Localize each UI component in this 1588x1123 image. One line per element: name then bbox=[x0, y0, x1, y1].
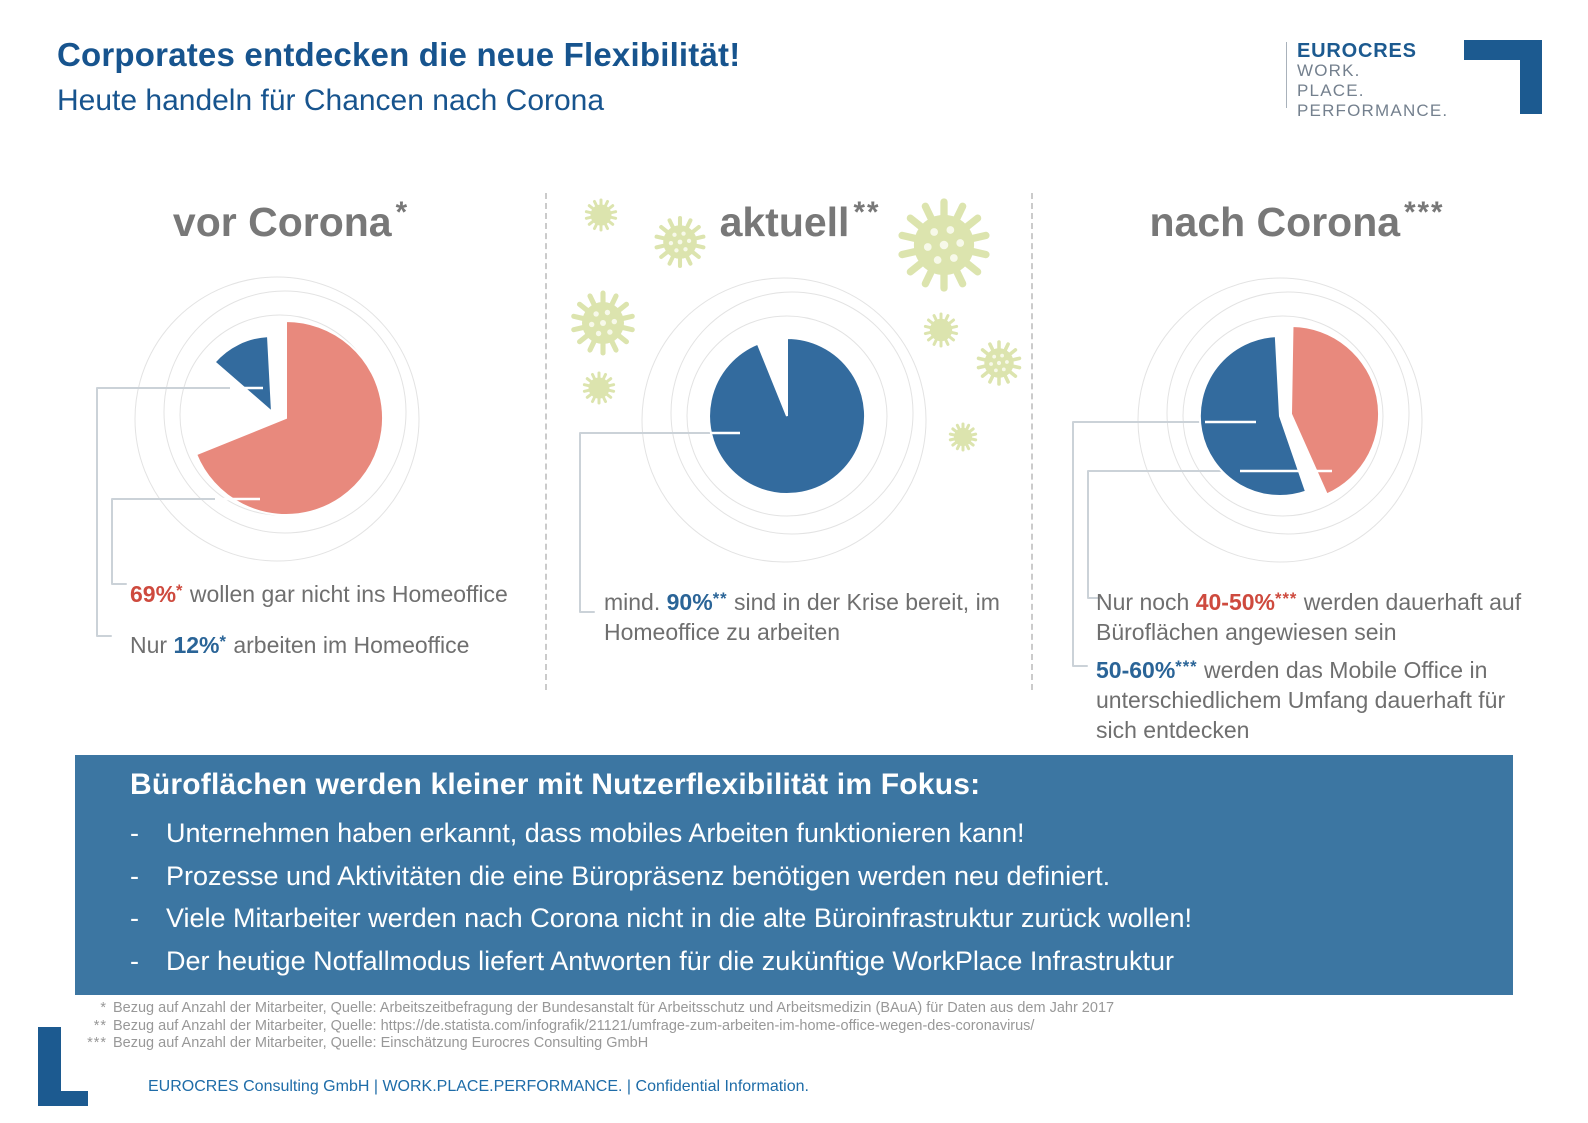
callout-12-percent: Nur 12%* arbeiten im Homeoffice bbox=[130, 627, 550, 660]
footnote: * Bezug auf Anzahl der Mitarbeiter, Quell… bbox=[75, 1000, 1175, 1018]
footnote-marker: *** bbox=[1175, 657, 1198, 676]
heading-text: nach Corona bbox=[1149, 199, 1401, 245]
footnote-marker: * bbox=[395, 196, 410, 229]
logo-tagline-work: WORK. bbox=[1297, 61, 1361, 80]
bullet-item: - Unternehmen haben erkannt, dass mobiles… bbox=[130, 812, 1470, 855]
label-text: sind in der Krise bereit, im Homeoffice … bbox=[604, 589, 1000, 645]
bullet-dash: - bbox=[130, 818, 139, 848]
column-divider bbox=[545, 193, 547, 690]
logo-corner-bracket bbox=[1464, 40, 1542, 114]
column-divider bbox=[1031, 193, 1033, 690]
callout-leader-line bbox=[1072, 421, 1206, 667]
bullet-dash: - bbox=[130, 860, 139, 891]
bullet-text: Viele Mitarbeiter werden nach Corona nic… bbox=[166, 903, 1193, 933]
label-value: 69% bbox=[130, 581, 177, 607]
virus-icon bbox=[584, 198, 618, 232]
bullet-item: - Viele Mitarbeiter werden nach Corona ni… bbox=[130, 897, 1470, 940]
pie-slice bbox=[194, 319, 385, 516]
logo-divider bbox=[1286, 42, 1287, 108]
footer-corner-bracket bbox=[38, 1027, 88, 1106]
footnotes: * Bezug auf Anzahl der Mitarbeiter, Quell… bbox=[75, 1000, 1175, 1053]
heading-text: vor Corona bbox=[172, 199, 392, 245]
heading-text: aktuell bbox=[719, 199, 850, 245]
pie-slice bbox=[708, 336, 867, 495]
label-text: arbeiten im Homeoffice bbox=[226, 632, 470, 658]
pie-slice bbox=[1289, 324, 1381, 496]
virus-icon bbox=[654, 215, 706, 269]
footnote-marker: ** bbox=[712, 589, 728, 608]
callout-leader-line bbox=[1087, 470, 1241, 599]
footnote-marker: *** bbox=[1404, 196, 1445, 229]
callout-40-50-percent: Nur noch 40-50%*** werden dauerhaft auf … bbox=[1096, 584, 1526, 647]
label-value: 50-60% bbox=[1096, 657, 1176, 683]
footer-text: EUROCRES Consulting GmbH | WORK.PLACE.PE… bbox=[148, 1078, 809, 1095]
callout-50-60-percent: 50-60%*** werden das Mobile Office in un… bbox=[1096, 652, 1536, 745]
logo-name: EUROCRES bbox=[1297, 40, 1417, 62]
heading-vor-corona: vor Corona * bbox=[61, 196, 521, 246]
statement-box-heading: Büroflächen werden kleiner mit Nutzerfle… bbox=[130, 768, 981, 801]
label-prefix: mind. bbox=[604, 589, 667, 615]
logo: EUROCRES WORK. PLACE. PERFORMANCE. bbox=[1297, 41, 1448, 121]
label-text: wollen gar nicht ins Homeoffice bbox=[183, 581, 508, 607]
footnote-marker: *** bbox=[87, 1035, 107, 1051]
heading-aktuell: aktuell ** bbox=[570, 196, 1030, 246]
label-prefix: Nur bbox=[130, 632, 174, 658]
callout-69-percent: 69%* wollen gar nicht ins Homeoffice bbox=[130, 576, 550, 609]
logo-tagline-place: PLACE. bbox=[1297, 81, 1365, 100]
heading-nach-corona: nach Corona *** bbox=[1067, 196, 1527, 246]
callout-leader-line bbox=[111, 498, 216, 585]
bullet-text: Unternehmen haben erkannt, dass mobiles … bbox=[166, 818, 1025, 848]
label-value: 12% bbox=[173, 632, 220, 658]
pie-slice bbox=[1198, 335, 1308, 497]
callout-90-percent: mind. 90%** sind in der Krise bereit, im… bbox=[604, 584, 1006, 647]
footnote: ** Bezug auf Anzahl der Mitarbeiter, Quel… bbox=[75, 1018, 1175, 1036]
pie-rings bbox=[1137, 277, 1423, 563]
virus-icon bbox=[582, 371, 616, 405]
footnote-marker: * bbox=[100, 1000, 107, 1016]
bullet-item: - Prozesse und Aktivitäten die eine Bürop… bbox=[130, 855, 1470, 898]
virus-icon bbox=[571, 290, 635, 356]
callout-leader-line bbox=[96, 387, 231, 637]
pie-2 bbox=[708, 336, 867, 495]
footnote-marker: ** bbox=[93, 1017, 107, 1034]
pie-rings bbox=[641, 277, 927, 563]
footnote-text: Bezug auf Anzahl der Mitarbeiter, Quelle… bbox=[113, 1017, 1035, 1034]
footnote-marker: ** bbox=[853, 196, 881, 229]
bullet-text: Prozesse und Aktivitäten die eine Büropr… bbox=[166, 860, 1111, 891]
pie-slice bbox=[213, 335, 274, 415]
pie-3 bbox=[1198, 324, 1381, 497]
footnote-marker: * bbox=[176, 581, 184, 600]
bullet-dash: - bbox=[130, 945, 139, 976]
virus-icon bbox=[948, 422, 978, 452]
virus-icon bbox=[923, 312, 959, 348]
label-value: 40-50% bbox=[1195, 589, 1275, 615]
page-title: Corporates entdecken die neue Flexibilit… bbox=[57, 36, 741, 73]
footnote-marker: * bbox=[219, 632, 227, 651]
virus-icon bbox=[976, 340, 1022, 386]
footnote-text: Bezug auf Anzahl der Mitarbeiter, Quelle… bbox=[113, 1000, 1115, 1016]
bullet-dash: - bbox=[130, 903, 139, 933]
bullet-text: Der heutige Notfallmodus liefert Antwort… bbox=[166, 945, 1174, 976]
footnote: *** Bezug auf Anzahl der Mitarbeiter, Que… bbox=[75, 1035, 1175, 1053]
logo-tagline-performance: PERFORMANCE. bbox=[1297, 101, 1449, 120]
bullet-item: - Der heutige Notfallmodus liefert Antwor… bbox=[130, 940, 1470, 983]
label-text: werden das Mobile Office in unterschiedl… bbox=[1096, 657, 1506, 743]
page-subtitle: Heute handeln für Chancen nach Corona bbox=[57, 84, 605, 117]
pie-1 bbox=[194, 319, 385, 516]
statement-box bbox=[75, 755, 1513, 995]
label-text: werden dauerhaft auf Büroflächen angewie… bbox=[1096, 589, 1522, 645]
callout-leader-line bbox=[579, 432, 713, 613]
footnote-marker: *** bbox=[1275, 589, 1298, 608]
statement-box-bullets: - Unternehmen haben erkannt, dass mobiles… bbox=[130, 812, 1470, 982]
footnote-text: Bezug auf Anzahl der Mitarbeiter, Quelle… bbox=[113, 1035, 649, 1051]
label-value: 90% bbox=[666, 589, 713, 615]
virus-icon bbox=[898, 198, 990, 292]
label-prefix: Nur noch bbox=[1096, 589, 1196, 615]
